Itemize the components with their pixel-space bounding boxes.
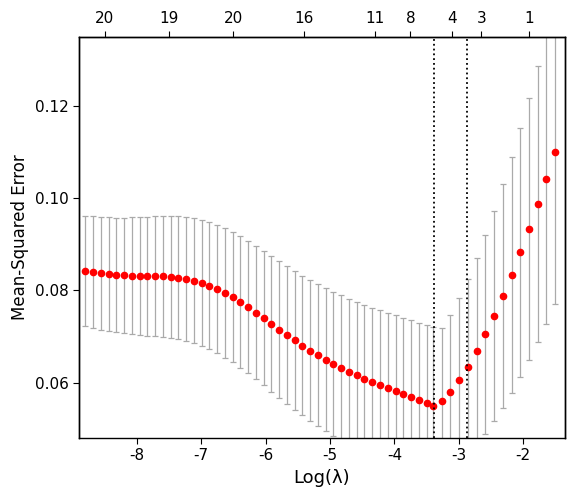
X-axis label: Log(λ): Log(λ) <box>294 469 350 487</box>
Y-axis label: Mean-Squared Error: Mean-Squared Error <box>11 154 29 320</box>
